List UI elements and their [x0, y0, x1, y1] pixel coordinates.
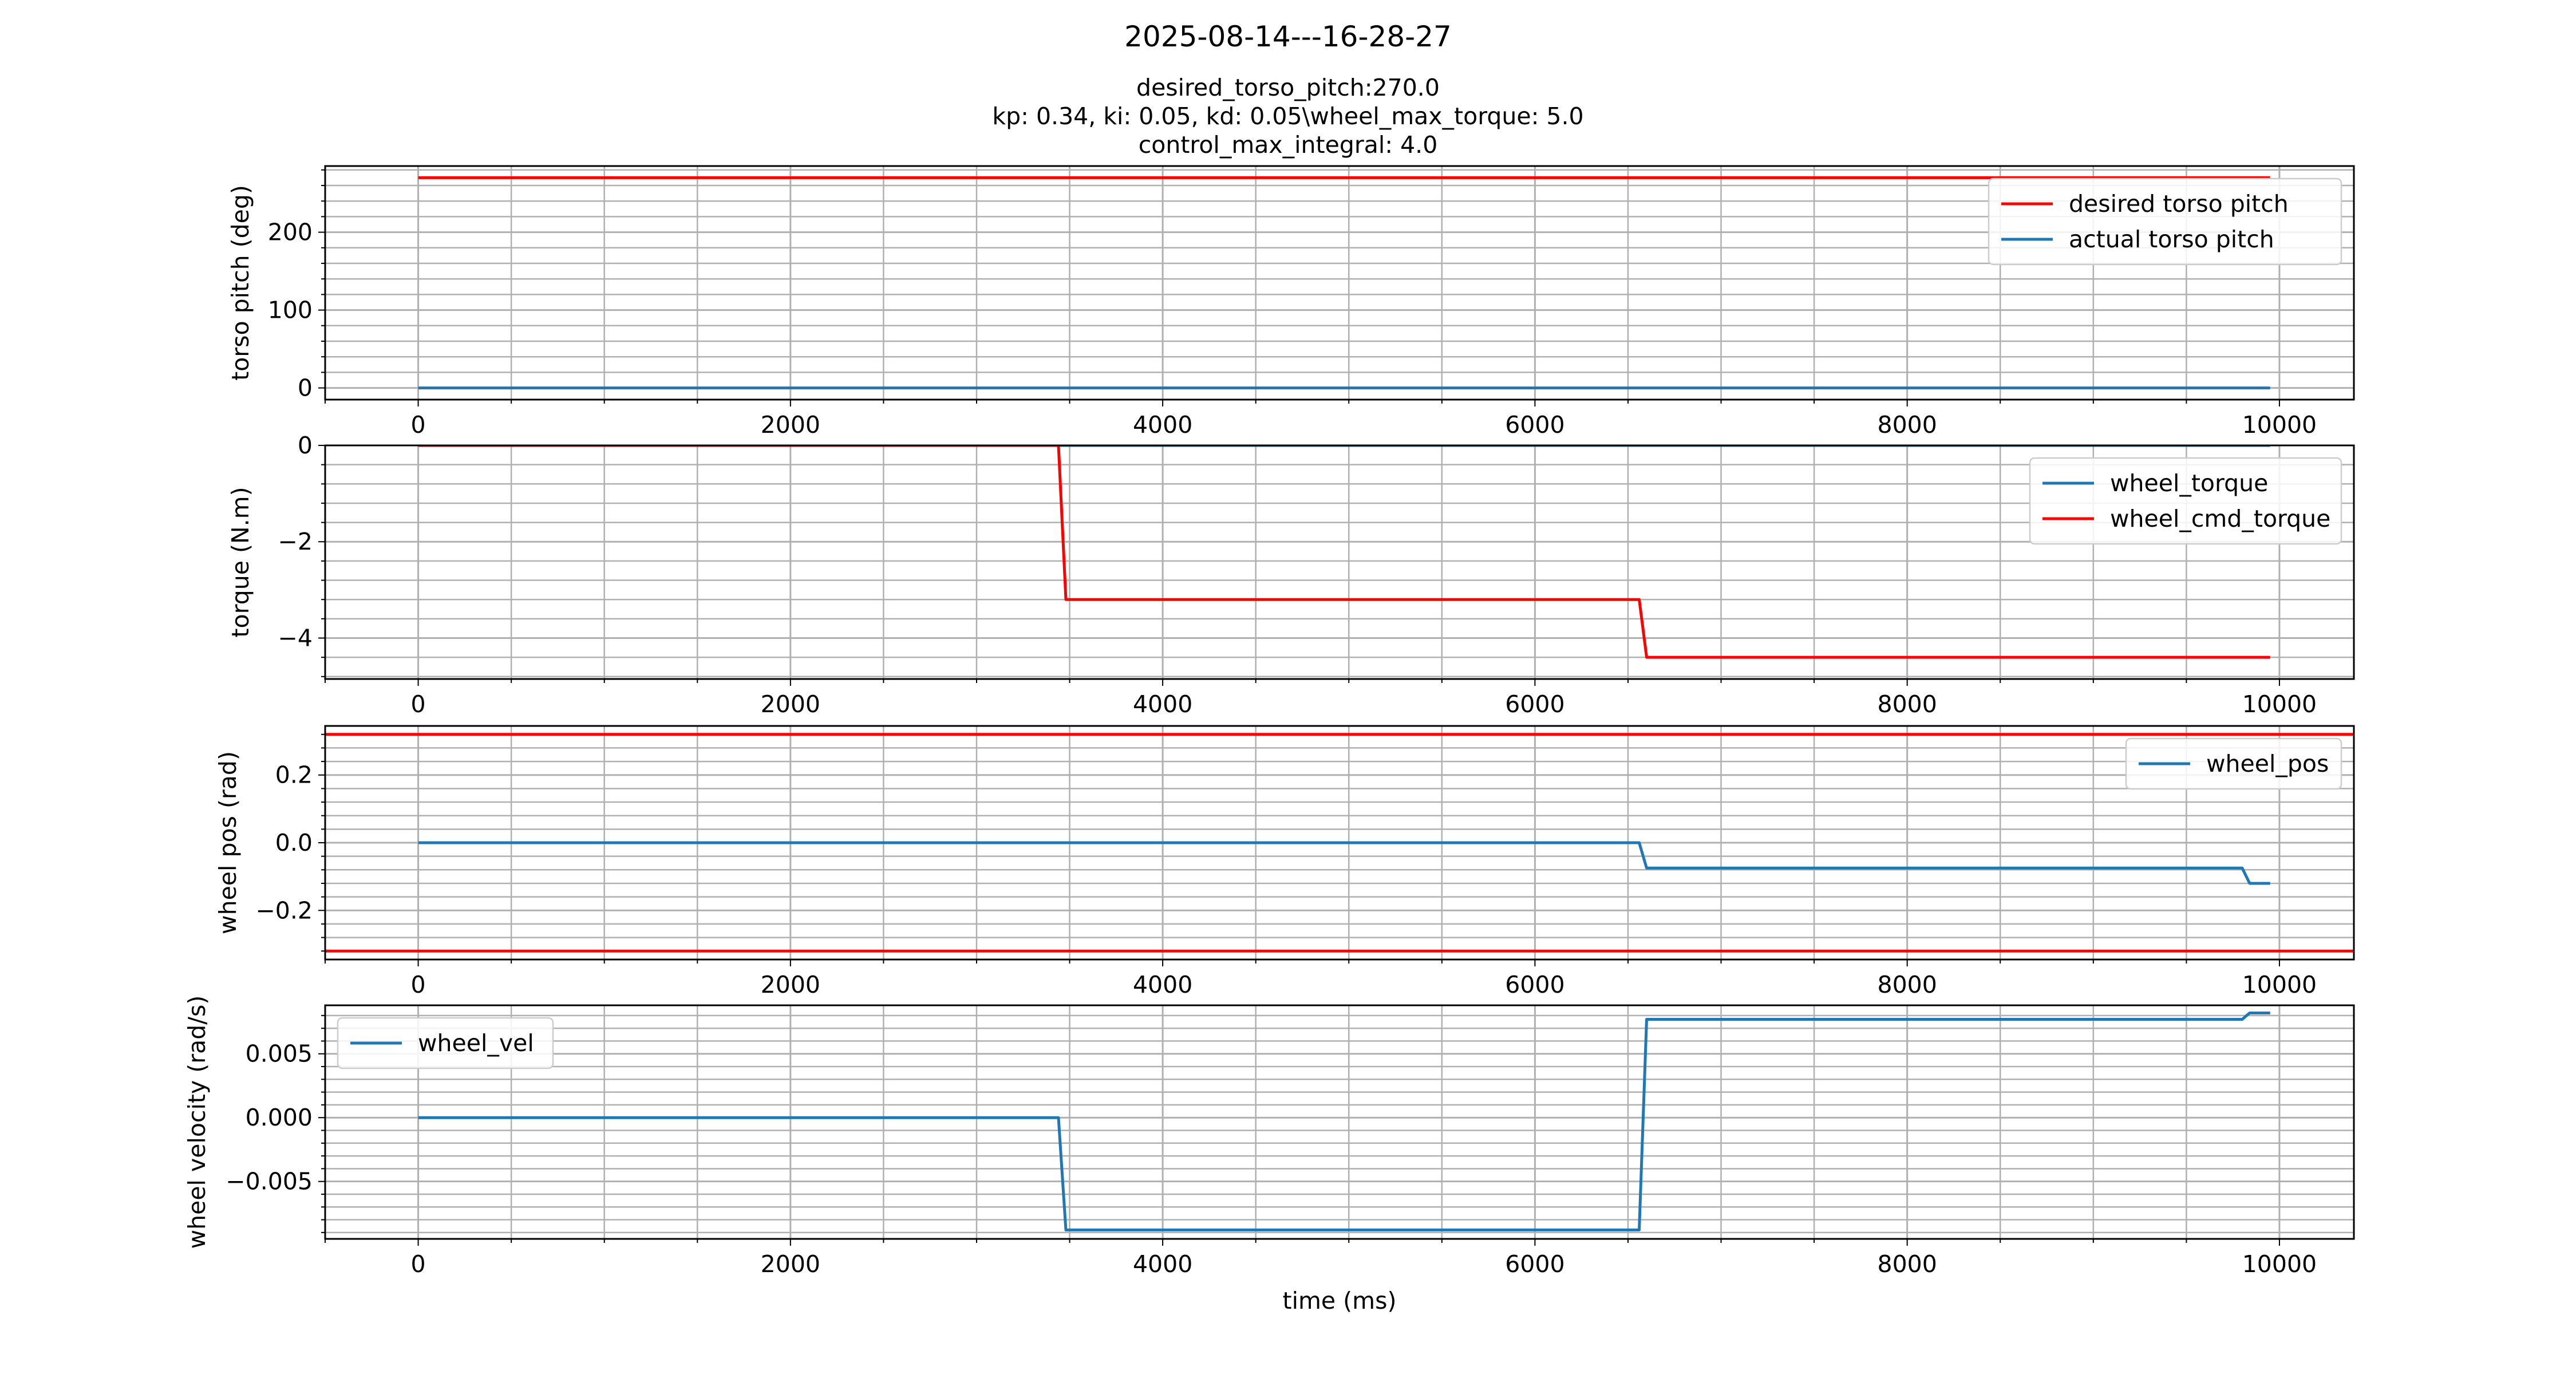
x-tick-label: 10000 — [2242, 971, 2317, 998]
x-tick-label: 10000 — [2242, 690, 2317, 718]
x-tick-label: 0 — [411, 411, 426, 439]
legend: wheel_torque wheel_cmd_torque — [2029, 457, 2342, 545]
legend: wheel_pos — [2125, 737, 2342, 790]
y-tick-label: 0.0 — [275, 829, 313, 856]
legend-box — [2125, 737, 2342, 790]
legend-box — [337, 1017, 554, 1069]
subtitle-line-3: control_max_integral: 4.0 — [1138, 131, 1438, 159]
legend-label: wheel_pos — [2206, 750, 2329, 777]
legend-label: desired torso pitch — [2069, 190, 2289, 218]
y-tick-label: 100 — [268, 297, 313, 324]
legend-label: wheel_torque — [2110, 469, 2268, 497]
legend-label: wheel_vel — [418, 1029, 534, 1057]
subplot-2: 0 2000 4000 6000 8000 10000 0 −2 −4 torque (N.m) w… — [227, 432, 2355, 718]
x-tick-label: 8000 — [1877, 411, 1937, 439]
axes-frame — [324, 165, 2355, 401]
x-tick-label: 8000 — [1877, 1250, 1937, 1278]
x-tick-label: 2000 — [761, 690, 820, 718]
figure-title: 2025-08-14---16-28-27 — [1124, 20, 1452, 53]
legend: wheel_vel — [337, 1017, 554, 1069]
legend-label: actual torso pitch — [2069, 226, 2274, 253]
y-tick-label: 200 — [268, 219, 313, 246]
y-tick-label: 0 — [298, 374, 313, 402]
subplot-1: 0 2000 4000 6000 8000 10000 0 100 200 torso pitch… — [227, 165, 2355, 439]
y-axis-label: torque (N.m) — [227, 487, 254, 637]
x-tick-label: 6000 — [1505, 971, 1564, 998]
legend-box — [2029, 457, 2342, 545]
x-tick-label: 4000 — [1133, 971, 1192, 998]
series-line-wheel-vel — [418, 1011, 2270, 1231]
x-tick-label: 2000 — [761, 971, 820, 998]
series-line-wheel-cmd-torque — [418, 445, 2270, 659]
x-tick-label: 6000 — [1505, 411, 1564, 439]
legend-label: wheel_cmd_torque — [2110, 505, 2330, 532]
y-tick-label: 0.005 — [246, 1040, 313, 1068]
y-tick-label: −0.2 — [255, 897, 313, 924]
legend: desired torso pitch actual torso pitch — [1988, 177, 2342, 266]
y-tick-label: −2 — [278, 528, 313, 555]
y-tick-label: 0.2 — [275, 761, 313, 789]
axes-frame — [324, 444, 2355, 680]
x-tick-label: 6000 — [1505, 690, 1564, 718]
y-axis-label: wheel velocity (rad/s) — [183, 996, 211, 1249]
x-tick-label: 10000 — [2242, 1250, 2317, 1278]
x-tick-label: 10000 — [2242, 411, 2317, 439]
subtitle-line-1: desired_torso_pitch:270.0 — [1136, 74, 1440, 101]
y-tick-label: 0.000 — [246, 1104, 313, 1131]
x-tick-label: 6000 — [1505, 1250, 1564, 1278]
y-axis-label: torso pitch (deg) — [227, 185, 254, 381]
x-tick-label: 0 — [411, 971, 426, 998]
y-tick-label: −0.005 — [226, 1168, 313, 1195]
legend-box — [1988, 177, 2342, 266]
subplot-3: 0 2000 4000 6000 8000 10000 0.2 0.0 −0.2 wheel po… — [214, 725, 2355, 998]
y-tick-label: −4 — [278, 624, 313, 652]
series-line-wheel-pos — [418, 841, 2270, 885]
x-tick-label: 8000 — [1877, 690, 1937, 718]
y-tick-label: 0 — [298, 432, 313, 459]
subplot-4: 0 2000 4000 6000 8000 10000 0.005 0.000 −0.005 wh… — [183, 996, 2355, 1314]
y-axis-label: wheel pos (rad) — [214, 751, 242, 934]
x-tick-label: 2000 — [761, 1250, 820, 1278]
axes-frame — [324, 725, 2355, 961]
x-tick-label: 8000 — [1877, 971, 1937, 998]
x-axis-label: time (ms) — [1283, 1287, 1397, 1314]
x-tick-label: 0 — [411, 690, 426, 718]
subtitle-line-2: kp: 0.34, ki: 0.05, kd: 0.05\wheel_max_t… — [992, 102, 1584, 130]
axes-frame — [324, 1004, 2355, 1240]
x-tick-label: 4000 — [1133, 411, 1192, 439]
x-tick-label: 2000 — [761, 411, 820, 439]
x-tick-label: 0 — [411, 1250, 426, 1278]
x-tick-label: 4000 — [1133, 1250, 1192, 1278]
x-tick-label: 4000 — [1133, 690, 1192, 718]
